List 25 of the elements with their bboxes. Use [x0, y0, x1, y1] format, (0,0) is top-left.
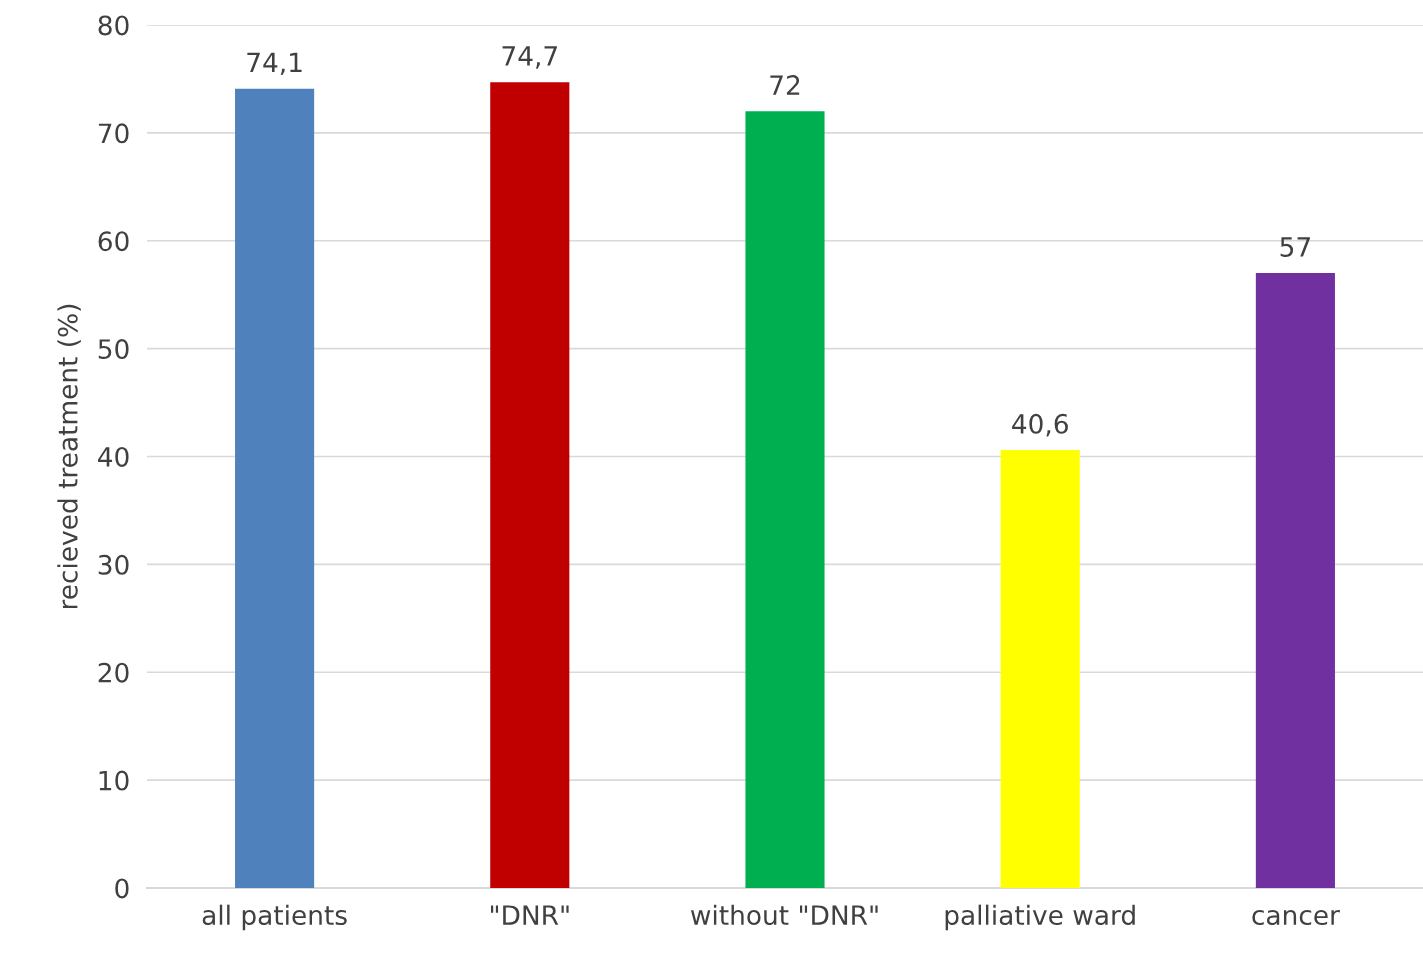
y-tick-label: 80 [98, 15, 129, 36]
bar [745, 111, 825, 888]
y-axis-title: recieved treatment (%) [57, 304, 81, 609]
bar [490, 82, 570, 888]
y-tick-label: 70 [98, 123, 129, 144]
data-label: 57 [1280, 237, 1310, 257]
y-tick-label: 40 [98, 446, 129, 467]
y-tick-label: 50 [98, 339, 129, 360]
x-tick-label: palliative ward [945, 904, 1135, 931]
bar [1255, 273, 1335, 888]
y-tick-label: 30 [98, 554, 129, 575]
x-tick-label: "DNR" [491, 905, 569, 925]
x-tick-label: cancer [1252, 909, 1340, 926]
y-tick-label: 20 [98, 662, 129, 683]
y-tick-label: 0 [115, 878, 129, 899]
data-label: 72 [770, 75, 800, 95]
data-label: 74,7 [502, 46, 557, 69]
y-tick-label: 60 [98, 231, 129, 252]
data-label: 40,6 [1012, 413, 1068, 437]
x-tick-label: all patients [202, 904, 347, 931]
x-tick-label: without "DNR" [690, 904, 878, 926]
data-label: 74,1 [247, 52, 302, 76]
bar [235, 88, 315, 888]
bar [1000, 450, 1080, 888]
y-tick-label: 10 [99, 770, 129, 791]
